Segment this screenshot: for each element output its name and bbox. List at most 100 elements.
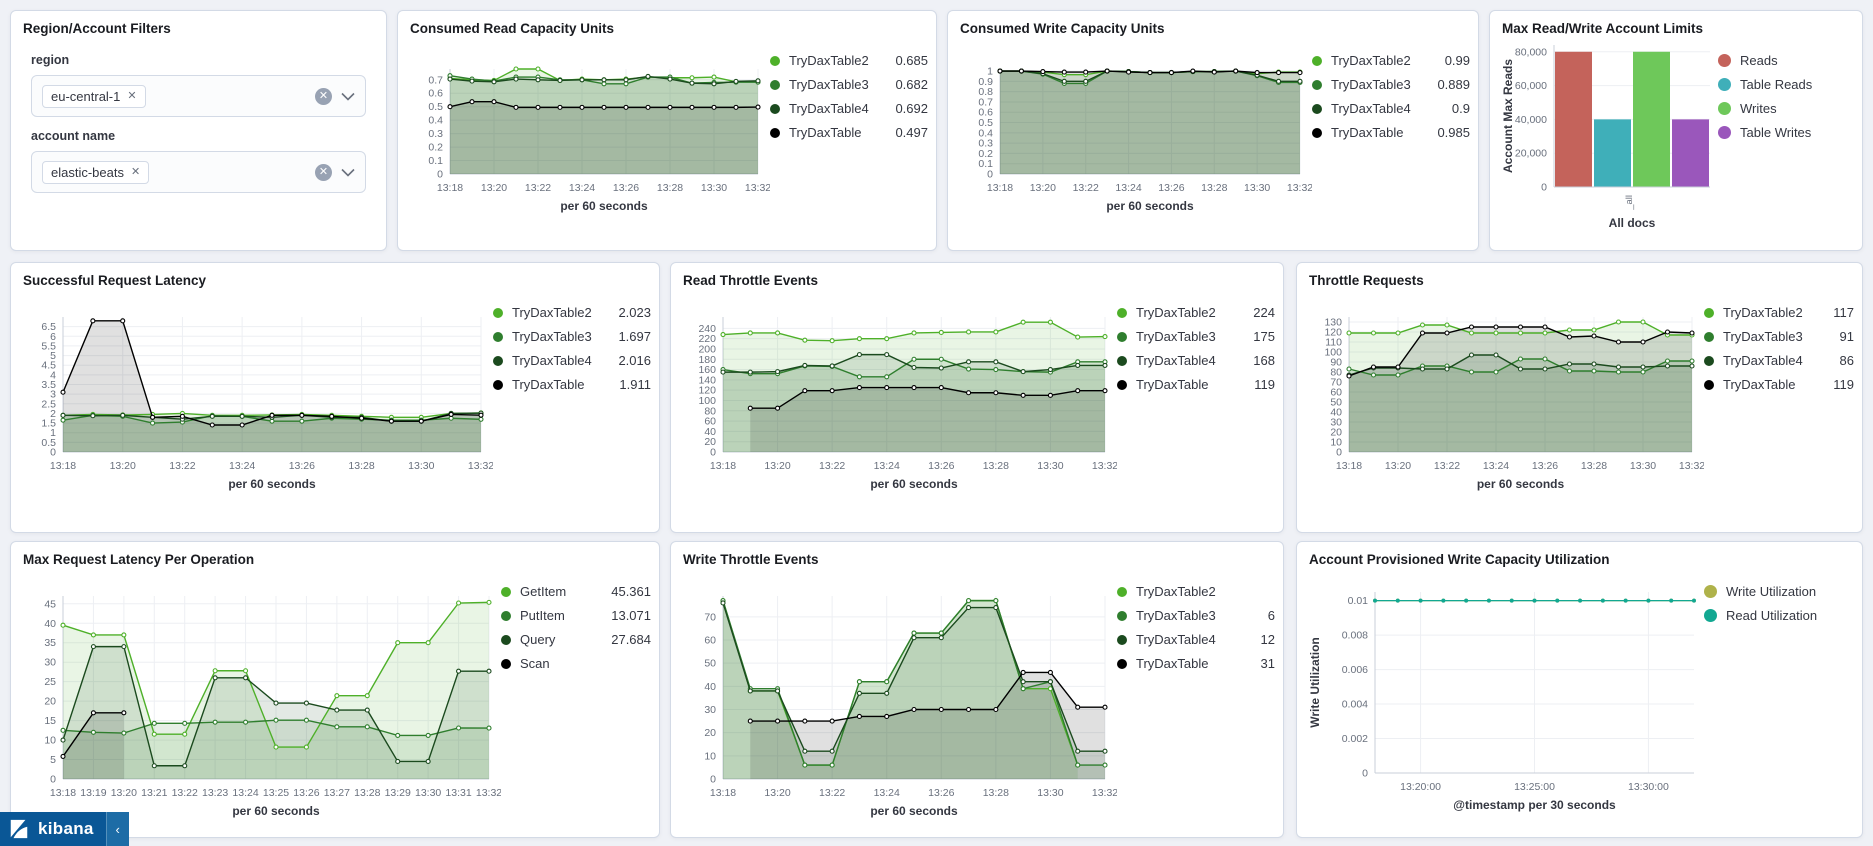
account-name-token-remove-icon[interactable]: ✕ <box>130 165 141 178</box>
max-latency-chart[interactable]: 0 5 10 15 20 25 30 35 40 45 13:18 13:19 13:20 13:21 13… <box>19 572 501 829</box>
legend-item[interactable]: Writes <box>1718 101 1854 116</box>
kibana-logo[interactable]: kibana <box>0 812 106 846</box>
legend-item[interactable]: TryDaxTable3 1.697 <box>493 329 651 344</box>
svg-text:0.2: 0.2 <box>428 142 443 154</box>
legend-item[interactable]: TryDaxTable 31 <box>1117 656 1275 671</box>
svg-text:0.3: 0.3 <box>978 138 993 150</box>
legend-item[interactable]: TryDaxTable2 <box>1117 584 1275 599</box>
svg-text:1: 1 <box>50 427 56 439</box>
svg-text:0.1: 0.1 <box>428 155 443 167</box>
legend-series-label: Query <box>520 632 556 647</box>
region-token[interactable]: eu-central-1 ✕ <box>42 84 146 108</box>
legend-item[interactable]: Write Utilization <box>1704 584 1854 599</box>
svg-text:13:28: 13:28 <box>354 787 380 799</box>
region-combobox[interactable]: eu-central-1 ✕ ✕ <box>31 75 366 117</box>
legend-item[interactable]: TryDaxTable 0.497 <box>770 125 928 140</box>
svg-text:13:26: 13:26 <box>928 787 954 799</box>
consumed-write-chart[interactable]: 0 0.1 0.2 0.3 0.4 0.5 0.6 0.7 0.8 0.9 1 13:18 13:20 1… <box>956 41 1312 242</box>
svg-text:13:24: 13:24 <box>874 460 900 472</box>
nav-collapse-button[interactable]: ‹ <box>105 812 129 846</box>
consumed-read-chart[interactable]: 0 0.1 0.2 0.3 0.4 0.5 0.6 0.7 13:18 13:20 13:22 13:… <box>406 41 770 242</box>
panel-max-request-latency-per-operation: Max Request Latency Per Operation 0 5 10 15… <box>10 541 660 838</box>
panel-title: Max Read/Write Account Limits <box>1502 21 1704 36</box>
legend-item[interactable]: TryDaxTable3 0.682 <box>770 77 928 92</box>
panel-title: Consumed Read Capacity Units <box>410 21 615 36</box>
svg-text:0.006: 0.006 <box>1342 664 1368 676</box>
legend-series-label: TryDaxTable <box>1136 656 1209 671</box>
legend-item[interactable]: TryDaxTable4 86 <box>1704 353 1854 368</box>
panel-throttle-requests: Throttle Requests 0 10 20 30 40 50 60 70 80 90 100… <box>1296 262 1863 533</box>
legend-item[interactable]: TryDaxTable4 168 <box>1117 353 1275 368</box>
legend-series-label: TryDaxTable2 <box>1136 305 1216 320</box>
legend-series-value: 119 <box>1254 377 1275 392</box>
legend-series-dot <box>1117 658 1127 669</box>
account-name-combobox[interactable]: elastic-beats ✕ ✕ <box>31 151 366 193</box>
legend-item[interactable]: GetItem 45.361 <box>501 584 651 599</box>
svg-text:13:30: 13:30 <box>1630 460 1656 472</box>
legend-series-value: 86 <box>1839 353 1854 368</box>
legend-item[interactable]: TryDaxTable3 0.889 <box>1312 77 1470 92</box>
legend-item[interactable]: Scan <box>501 656 651 671</box>
max-limits-chart[interactable]: 0 20,000 40,000 60,000 80,000 _all All docs Acc… <box>1498 41 1718 242</box>
account-name-token[interactable]: elastic-beats ✕ <box>42 160 150 184</box>
svg-text:60: 60 <box>1330 387 1342 399</box>
read-throttle-chart[interactable]: 0 20 40 60 80 100 120 140 160 180 200 220 240 13:18 13… <box>679 293 1117 524</box>
svg-text:0: 0 <box>710 447 716 459</box>
legend-item[interactable]: TryDaxTable4 0.9 <box>1312 101 1470 116</box>
legend-item[interactable]: TryDaxTable2 0.685 <box>770 53 928 68</box>
legend-item[interactable]: TryDaxTable4 0.692 <box>770 101 928 116</box>
legend-item[interactable]: Read Utilization <box>1704 608 1854 623</box>
legend-series-value: 13.071 <box>611 608 651 623</box>
legend-item[interactable]: TryDaxTable3 6 <box>1117 608 1275 623</box>
write-util-chart[interactable]: 0 0.002 0.004 0.006 0.008 0.01 13:20:00 13:25:0… <box>1305 572 1704 829</box>
svg-text:0.7: 0.7 <box>978 96 993 108</box>
legend-item[interactable]: Query 27.684 <box>501 632 651 647</box>
consumed-write-legend: TryDaxTable2 0.99 TryDaxTable3 0.889 TryDaxT… <box>1312 41 1470 242</box>
svg-text:45: 45 <box>44 598 56 610</box>
legend-item[interactable]: TryDaxTable3 175 <box>1117 329 1275 344</box>
svg-text:4: 4 <box>50 369 56 381</box>
legend-item[interactable]: Reads <box>1718 53 1854 68</box>
throttle-requests-chart[interactable]: 0 10 20 30 40 50 60 70 80 90 100 110 120 130 13:18 13:2… <box>1305 293 1704 524</box>
svg-text:13:24: 13:24 <box>1483 460 1509 472</box>
svg-text:13:27: 13:27 <box>324 787 350 799</box>
account-name-clear-button[interactable]: ✕ <box>315 163 332 181</box>
legend-item[interactable]: TryDaxTable 1.911 <box>493 377 651 392</box>
svg-text:20: 20 <box>44 696 56 708</box>
svg-text:0.008: 0.008 <box>1342 630 1368 642</box>
legend-series-dot <box>770 127 780 138</box>
panel-title-filters: Region/Account Filters <box>23 21 171 36</box>
legend-series-dot <box>493 355 503 366</box>
legend-item[interactable]: TryDaxTable2 224 <box>1117 305 1275 320</box>
legend-item[interactable]: PutItem 13.071 <box>501 608 651 623</box>
svg-text:13:19: 13:19 <box>80 787 106 799</box>
legend-item[interactable]: TryDaxTable4 2.016 <box>493 353 651 368</box>
legend-item[interactable]: TryDaxTable4 12 <box>1117 632 1275 647</box>
panel-title: Throttle Requests <box>1309 273 1424 288</box>
svg-text:0: 0 <box>1362 768 1368 780</box>
account-name-label: account name <box>31 129 116 143</box>
legend-item[interactable]: TryDaxTable2 0.99 <box>1312 53 1470 68</box>
request-latency-chart[interactable]: 0 0.5 1 1.5 2 2.5 3 3.5 4 4.5 5 5.5 6 6.5 13:18 13:20 13… <box>19 293 493 524</box>
legend-series-dot <box>501 610 511 621</box>
legend-item[interactable]: TryDaxTable 119 <box>1704 377 1854 392</box>
legend-item[interactable]: Table Writes <box>1718 125 1854 140</box>
max-latency-legend: GetItem 45.361 PutItem 13.071 Query 27.684 Sca… <box>501 572 651 829</box>
write-throttle-chart[interactable]: 0 10 20 30 40 50 60 70 13:18 13:20 13:22 13:24 13:26… <box>679 572 1117 829</box>
legend-item[interactable]: TryDaxTable2 117 <box>1704 305 1854 320</box>
svg-text:13:32: 13:32 <box>1679 460 1704 472</box>
legend-item[interactable]: TryDaxTable 119 <box>1117 377 1275 392</box>
svg-text:13:22: 13:22 <box>172 787 198 799</box>
panel-write-capacity-utilization: Account Provisioned Write Capacity Utili… <box>1296 541 1863 838</box>
legend-item[interactable]: TryDaxTable 0.985 <box>1312 125 1470 140</box>
region-token-remove-icon[interactable]: ✕ <box>127 89 137 102</box>
legend-series-label: Read Utilization <box>1726 608 1818 623</box>
region-chevron-down-icon[interactable] <box>341 92 355 101</box>
svg-text:160: 160 <box>698 364 716 376</box>
legend-item[interactable]: TryDaxTable2 2.023 <box>493 305 651 320</box>
region-clear-button[interactable]: ✕ <box>315 87 332 105</box>
legend-item[interactable]: Table Reads <box>1718 77 1854 92</box>
legend-item[interactable]: TryDaxTable3 91 <box>1704 329 1854 344</box>
svg-text:13:28: 13:28 <box>1201 182 1227 194</box>
account-name-chevron-down-icon[interactable] <box>341 168 355 177</box>
